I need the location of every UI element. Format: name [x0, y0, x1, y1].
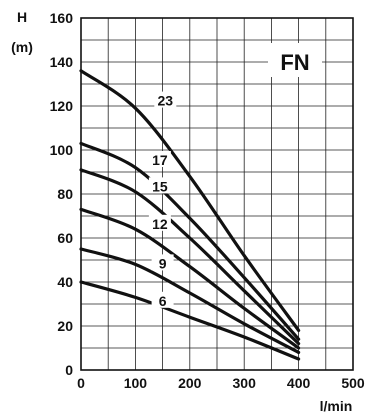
y-axis-unit: (m) [11, 39, 33, 55]
curve-label-12: 12 [152, 216, 168, 232]
curve-12 [79, 207, 301, 350]
curve-label-9: 9 [159, 255, 167, 271]
y-tick-label: 60 [57, 230, 73, 246]
curve-label-background [148, 177, 171, 194]
x-axis-title: l/min [320, 398, 353, 414]
curve-9 [79, 247, 301, 354]
axes: 0 100 200 300 400 500 0 20 40 60 80 100 120 140 160 [50, 10, 365, 391]
curve-label-15: 15 [152, 178, 168, 194]
y-axis-title: H [17, 9, 27, 25]
curve-label-23: 23 [158, 93, 174, 109]
curve-label-background [151, 291, 174, 308]
x-tick-label: 0 [77, 375, 85, 391]
curve-label-background [148, 151, 171, 167]
plot-frame [80, 17, 354, 371]
y-tick-label: 80 [57, 186, 73, 202]
curve-6 [79, 280, 301, 361]
y-tick-label: 20 [57, 318, 73, 334]
badge-background [268, 43, 322, 77]
y-tick-label: 0 [65, 362, 73, 378]
x-tick-label: 200 [178, 375, 202, 391]
y-tick-label: 40 [57, 274, 73, 290]
y-tick-label: 100 [50, 142, 74, 158]
x-tick-label: 100 [124, 375, 148, 391]
curves [79, 69, 301, 361]
badge-text: FN [280, 50, 309, 75]
curve-17 [79, 141, 301, 341]
curve-15 [79, 168, 301, 346]
y-tick-label: 120 [50, 98, 74, 114]
y-tick-label: 160 [50, 10, 74, 26]
x-tick-label: 300 [233, 375, 257, 391]
curve-label-6: 6 [159, 293, 167, 309]
x-tick-label: 500 [341, 375, 365, 391]
curve-label-background [154, 91, 177, 108]
curve-label-background [148, 214, 171, 231]
model-badge: FN [268, 43, 322, 77]
curve-label-17: 17 [152, 152, 168, 168]
y-tick-label: 140 [50, 54, 74, 70]
curve-23 [79, 69, 301, 332]
curve-labels: 6 9 12 15 17 23 [148, 91, 177, 309]
curve-label-background [151, 254, 174, 271]
x-tick-label: 400 [287, 375, 311, 391]
axis-text: H (m) l/min [11, 9, 352, 414]
